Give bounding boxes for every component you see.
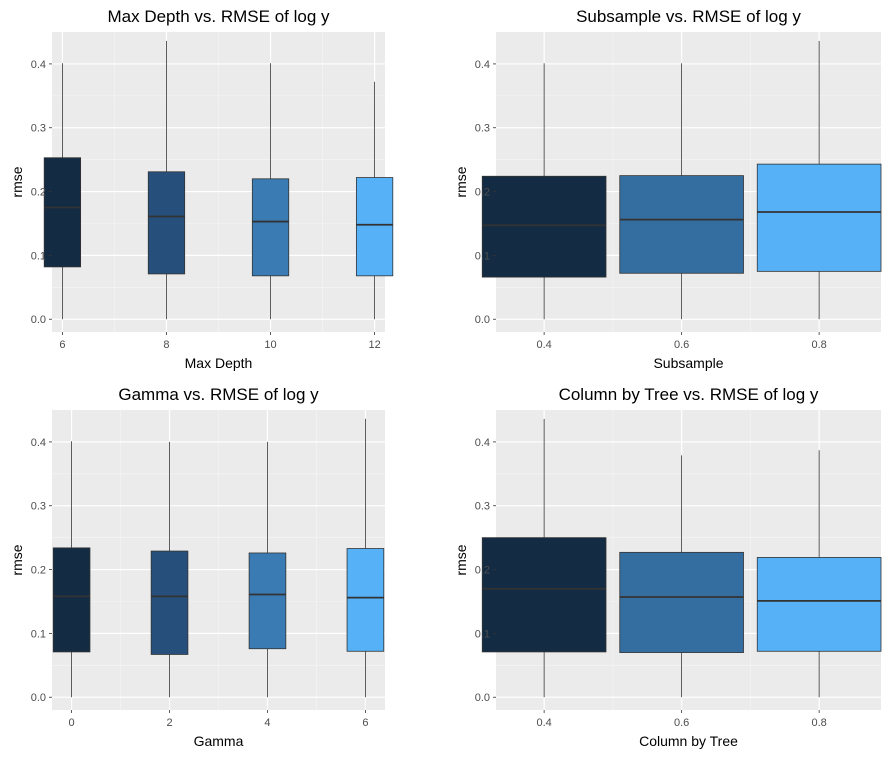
chart-svg: 0.0 0.1 0.2 0.3 0.4 6 8 10 12 Max Depth vs. RMSE … — [9, 7, 394, 371]
tick-label-x: 0 — [69, 717, 75, 729]
tick-label-x: 12 — [368, 339, 380, 351]
box-6 — [43, 63, 82, 320]
tick-label-y: 0.1 — [475, 628, 490, 640]
tick-label-y: 0.1 — [31, 628, 46, 640]
chart-svg: 0.0 0.1 0.2 0.3 0.4 0 2 4 6 Gamma vs. RMSE of log… — [9, 385, 385, 749]
tick-label-x: 6 — [59, 339, 65, 351]
tick-label-x: 4 — [264, 717, 270, 729]
chart-svg: 0.0 0.1 0.2 0.3 0.4 0.4 0.6 0.8 Column by Tree v… — [453, 385, 882, 749]
tick-label-x: 0.8 — [811, 717, 826, 729]
box-12 — [355, 81, 394, 320]
tick-label-y: 0.2 — [31, 187, 46, 199]
tick-label-y: 0.4 — [475, 59, 490, 71]
box-body — [756, 557, 882, 652]
box-body — [481, 175, 607, 278]
box-body — [619, 551, 744, 653]
box-body — [481, 537, 607, 653]
tick-label-y: 0.3 — [31, 501, 46, 513]
box-6 — [346, 418, 385, 698]
x-axis-label: Gamma — [194, 733, 244, 749]
box-body — [619, 175, 744, 274]
box-0 — [52, 441, 91, 698]
tick-label-x: 10 — [264, 339, 276, 351]
tick-label-y: 0.0 — [475, 692, 490, 704]
box-10 — [251, 63, 290, 320]
chart-title: Subsample vs. RMSE of log y — [576, 7, 801, 26]
box-body — [251, 178, 290, 277]
tick-label-x: 0.4 — [536, 339, 551, 351]
tick-label-y: 0.4 — [31, 437, 46, 449]
chart-gamma: 0.0 0.1 0.2 0.3 0.4 0 2 4 6 Gamma vs. RMSE of log… — [0, 378, 444, 756]
tick-label-y: 0.2 — [475, 187, 490, 199]
tick-label-y: 0.3 — [475, 123, 490, 135]
tick-label-x: 0.6 — [674, 339, 689, 351]
tick-label-y: 0.0 — [475, 314, 490, 326]
box-0.8 — [756, 450, 882, 698]
box-0.4 — [481, 418, 607, 698]
tick-label-y: 0.3 — [31, 123, 46, 135]
box-body — [43, 157, 82, 268]
y-axis-label: rmse — [453, 544, 469, 575]
chart-max-depth: 0.0 0.1 0.2 0.3 0.4 6 8 10 12 Max Depth vs. RMSE … — [0, 0, 444, 378]
box-2 — [150, 441, 189, 698]
tick-label-y: 0.1 — [475, 250, 490, 262]
box-8 — [147, 40, 186, 320]
y-axis-label: rmse — [453, 166, 469, 197]
tick-label-x: 2 — [166, 717, 172, 729]
tick-label-y: 0.4 — [475, 437, 490, 449]
chart-title: Max Depth vs. RMSE of log y — [107, 7, 330, 26]
y-axis-label: rmse — [9, 544, 25, 575]
box-body — [248, 552, 287, 650]
box-body — [346, 548, 385, 652]
chart-title: Gamma vs. RMSE of log y — [118, 385, 319, 404]
box-0.8 — [756, 40, 882, 320]
tick-label-y: 0.3 — [475, 501, 490, 513]
tick-label-x: 0.8 — [811, 339, 826, 351]
box-body — [147, 171, 186, 275]
box-body — [355, 177, 394, 277]
chart-column-by-tree: 0.0 0.1 0.2 0.3 0.4 0.4 0.6 0.8 Column by Tree v… — [444, 378, 888, 756]
tick-label-x: 6 — [362, 717, 368, 729]
tick-label-y: 0.0 — [31, 692, 46, 704]
box-body — [52, 547, 91, 653]
tick-label-x: 0.4 — [536, 717, 551, 729]
chart-title: Column by Tree vs. RMSE of log y — [559, 385, 819, 404]
tick-label-y: 0.2 — [475, 565, 490, 577]
tick-label-y: 0.2 — [31, 565, 46, 577]
tick-label-y: 0.1 — [31, 250, 46, 262]
x-axis-label: Subsample — [653, 355, 723, 371]
box-0.6 — [619, 63, 744, 320]
chart-svg: 0.0 0.1 0.2 0.3 0.4 0.4 0.6 0.8 Subsample vs. RM… — [453, 7, 882, 371]
tick-label-y: 0.4 — [31, 59, 46, 71]
box-4 — [248, 441, 287, 698]
x-axis-label: Max Depth — [185, 355, 253, 371]
tick-label-x: 8 — [163, 339, 169, 351]
tick-label-x: 0.6 — [674, 717, 689, 729]
box-body — [756, 163, 882, 272]
y-axis-label: rmse — [9, 166, 25, 197]
x-axis-label: Column by Tree — [639, 733, 738, 749]
box-body — [150, 550, 189, 655]
chart-subsample: 0.0 0.1 0.2 0.3 0.4 0.4 0.6 0.8 Subsample vs. RM… — [444, 0, 888, 378]
box-0.6 — [619, 455, 744, 698]
tick-label-y: 0.0 — [31, 314, 46, 326]
box-0.4 — [481, 63, 607, 320]
